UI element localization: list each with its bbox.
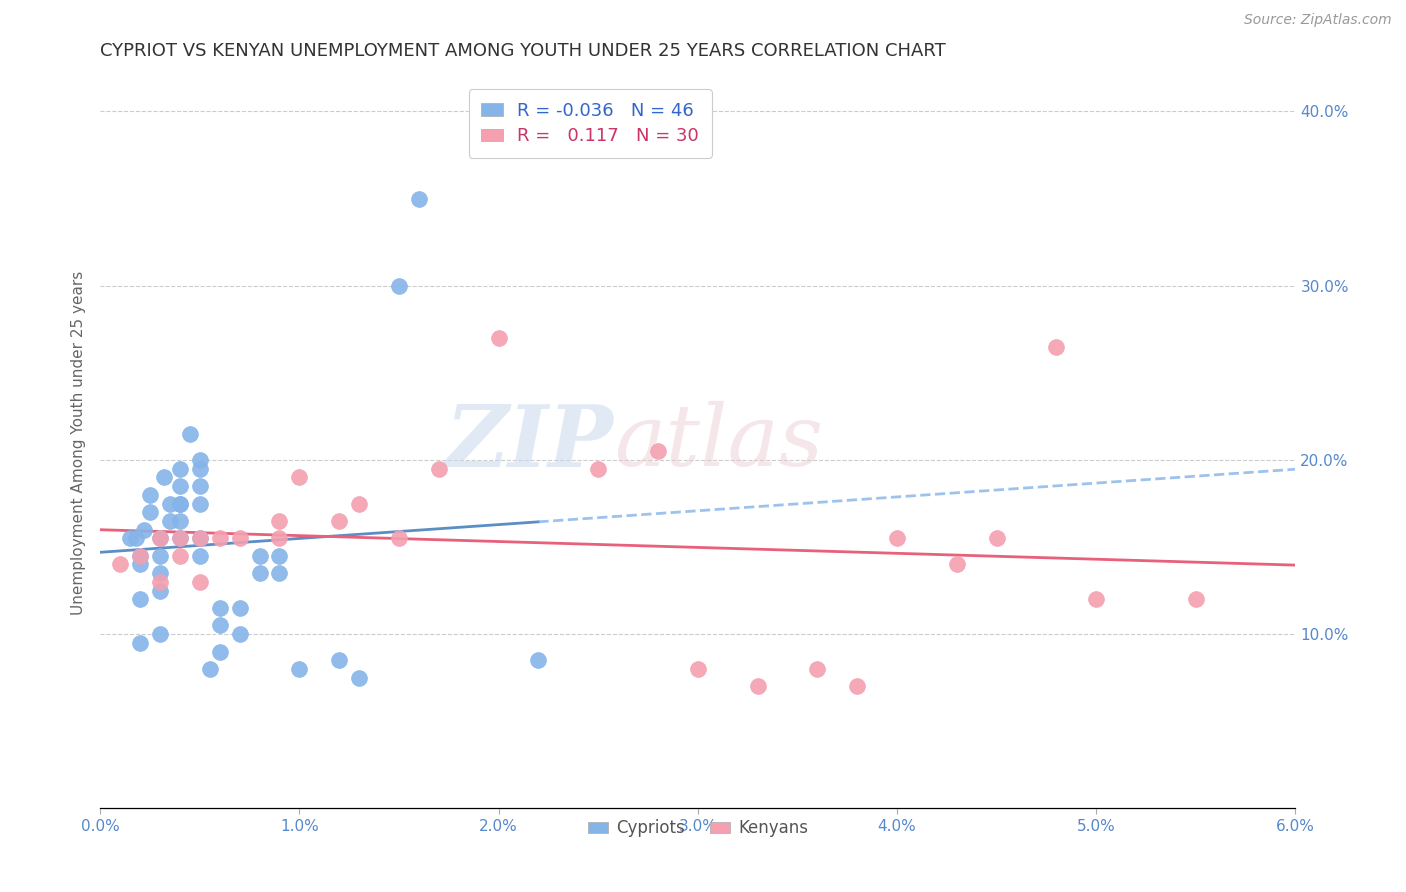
Point — [846, 680, 869, 694]
Point — [153, 470, 176, 484]
Y-axis label: Unemployment Among Youth under 25 years: Unemployment Among Youth under 25 years — [72, 270, 86, 615]
Point — [149, 583, 172, 598]
Point — [139, 505, 162, 519]
Point — [328, 514, 350, 528]
Point — [149, 532, 172, 546]
Point — [269, 532, 291, 546]
Point — [208, 532, 231, 546]
Point — [228, 627, 250, 641]
Point — [149, 549, 172, 563]
Point — [1085, 592, 1108, 607]
Point — [118, 532, 141, 546]
Point — [208, 618, 231, 632]
Point — [806, 662, 828, 676]
Point — [129, 549, 152, 563]
Point — [747, 680, 769, 694]
Point — [1045, 340, 1067, 354]
Point — [686, 662, 709, 676]
Point — [129, 636, 152, 650]
Point — [647, 444, 669, 458]
Point — [408, 192, 430, 206]
Point — [188, 453, 211, 467]
Point — [169, 496, 191, 510]
Point — [188, 461, 211, 475]
Point — [169, 532, 191, 546]
Point — [945, 558, 967, 572]
Point — [188, 574, 211, 589]
Point — [125, 532, 148, 546]
Point — [188, 479, 211, 493]
Point — [208, 601, 231, 615]
Point — [149, 532, 172, 546]
Point — [139, 488, 162, 502]
Point — [169, 549, 191, 563]
Point — [149, 566, 172, 581]
Point — [427, 461, 450, 475]
Point — [288, 662, 311, 676]
Point — [1185, 592, 1208, 607]
Text: ZIP: ZIP — [446, 401, 614, 484]
Point — [159, 496, 181, 510]
Point — [986, 532, 1008, 546]
Point — [129, 558, 152, 572]
Point — [169, 514, 191, 528]
Point — [188, 549, 211, 563]
Point — [269, 549, 291, 563]
Point — [149, 627, 172, 641]
Point — [527, 653, 550, 667]
Point — [132, 523, 155, 537]
Point — [188, 532, 211, 546]
Point — [198, 662, 221, 676]
Point — [347, 671, 370, 685]
Point — [388, 532, 411, 546]
Point — [269, 514, 291, 528]
Point — [388, 278, 411, 293]
Point — [169, 479, 191, 493]
Point — [249, 549, 271, 563]
Point — [129, 549, 152, 563]
Point — [269, 566, 291, 581]
Point — [586, 461, 609, 475]
Legend: Cypriots, Kenyans: Cypriots, Kenyans — [581, 813, 814, 844]
Point — [108, 558, 131, 572]
Point — [347, 496, 370, 510]
Point — [328, 653, 350, 667]
Text: atlas: atlas — [614, 401, 824, 483]
Text: CYPRIOT VS KENYAN UNEMPLOYMENT AMONG YOUTH UNDER 25 YEARS CORRELATION CHART: CYPRIOT VS KENYAN UNEMPLOYMENT AMONG YOU… — [100, 42, 946, 60]
Point — [488, 331, 510, 345]
Point — [228, 601, 250, 615]
Point — [179, 426, 201, 441]
Point — [208, 645, 231, 659]
Point — [169, 461, 191, 475]
Point — [188, 532, 211, 546]
Point — [886, 532, 908, 546]
Point — [169, 532, 191, 546]
Text: Source: ZipAtlas.com: Source: ZipAtlas.com — [1244, 13, 1392, 28]
Point — [249, 566, 271, 581]
Point — [228, 532, 250, 546]
Point — [159, 514, 181, 528]
Point — [149, 574, 172, 589]
Point — [129, 592, 152, 607]
Point — [288, 470, 311, 484]
Point — [169, 496, 191, 510]
Point — [188, 496, 211, 510]
